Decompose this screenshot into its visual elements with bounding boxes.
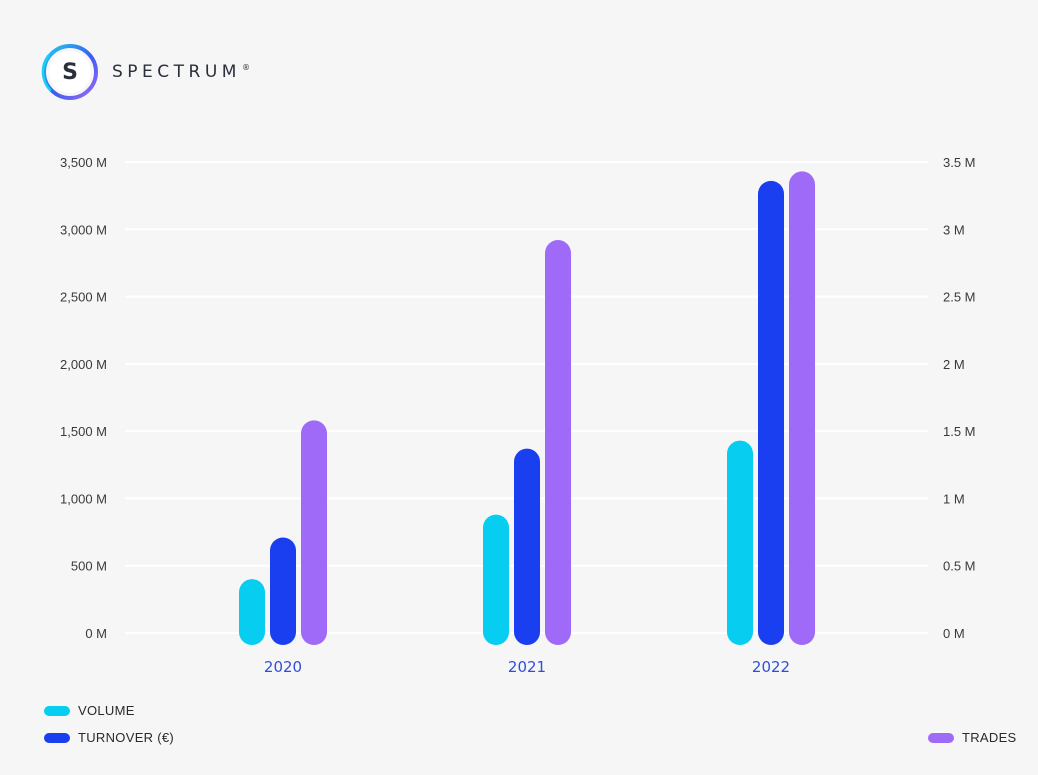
right-tick-label: 1.5 M [943, 424, 976, 439]
bar-trades [301, 420, 327, 645]
right-tick-label: 2 M [943, 357, 965, 372]
legend-item-trades: TRADES [928, 730, 1017, 745]
brand-name-text: SPECTRUM [112, 62, 241, 82]
left-tick-label: 1,000 M [60, 491, 107, 506]
bar-volume [483, 514, 509, 645]
left-tick-label: 0 M [85, 626, 107, 641]
bar-volume [727, 440, 753, 645]
chart-bars [239, 171, 815, 646]
logo-letter: S [62, 60, 78, 85]
right-tick-label: 0.5 M [943, 559, 976, 574]
legend-label-volume: VOLUME [78, 703, 135, 718]
bar-trades [789, 171, 815, 646]
trademark-symbol: ® [241, 63, 250, 73]
left-tick-label: 2,500 M [60, 290, 107, 305]
legend-item-volume: VOLUME [44, 703, 135, 718]
right-tick-label: 3 M [943, 222, 965, 237]
legend-swatch-turnover [44, 732, 70, 743]
brand-name: SPECTRUM® [112, 62, 250, 82]
left-tick-label: 3,500 M [60, 155, 107, 170]
bar-turnover [270, 537, 296, 645]
legend-item-turnover: TURNOVER (€) [44, 730, 174, 745]
category-label: 2020 [264, 658, 302, 676]
right-tick-label: 2.5 M [943, 290, 976, 305]
left-tick-label: 2,000 M [60, 357, 107, 372]
brand-logo: S SPECTRUM® [38, 40, 250, 104]
bar-trades [545, 240, 571, 645]
spectrum-logo-icon: S [41, 44, 98, 100]
category-label: 2021 [508, 658, 546, 676]
legend-label-turnover: TURNOVER (€) [78, 730, 175, 745]
legend-swatch-trades [928, 732, 954, 743]
right-tick-label: 1 M [943, 491, 965, 506]
left-tick-label: 500 M [71, 559, 107, 574]
category-label: 2022 [752, 658, 790, 676]
left-tick-label: 3,000 M [60, 222, 107, 237]
bar-turnover [758, 180, 784, 645]
legend-swatch-volume [44, 705, 70, 716]
bar-turnover [514, 448, 540, 645]
right-y-axis: 0 M 0.5 M 1 M 1.5 M 2 M 2.5 M 3 M 3.5 M [943, 155, 976, 641]
right-tick-label: 3.5 M [943, 155, 976, 170]
left-y-axis: 0 M 500 M 1,000 M 1,500 M 2,000 M 2,500 M 3,00… [60, 155, 107, 641]
left-tick-label: 1,500 M [60, 424, 107, 439]
x-axis-categories: 2020 2021 2022 [264, 658, 790, 676]
right-tick-label: 0 M [943, 626, 965, 641]
bar-volume [239, 579, 265, 645]
legend-label-trades: TRADES [962, 730, 1017, 745]
